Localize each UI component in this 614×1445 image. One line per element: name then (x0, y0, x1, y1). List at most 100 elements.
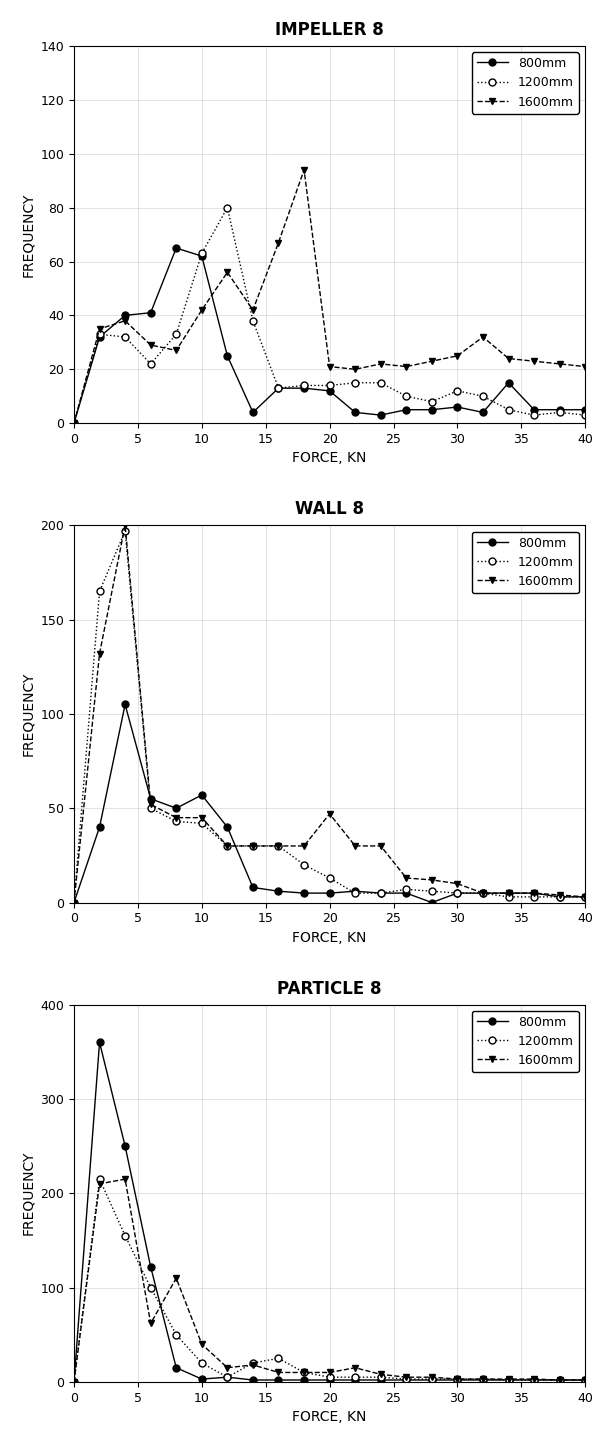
800mm (70, 894, 77, 912)
1200mm (403, 880, 410, 897)
X-axis label: FORCE, KN: FORCE, KN (292, 1410, 367, 1425)
1200mm (173, 325, 180, 342)
1200mm (326, 377, 333, 394)
1600mm (530, 353, 538, 370)
800mm (173, 799, 180, 816)
Line: 800mm: 800mm (71, 1039, 589, 1386)
1600mm (556, 886, 564, 903)
X-axis label: FORCE, KN: FORCE, KN (292, 451, 367, 465)
800mm (454, 399, 461, 416)
800mm (122, 696, 129, 714)
1600mm (70, 1373, 77, 1390)
1600mm (403, 870, 410, 887)
1600mm (147, 337, 154, 354)
1600mm (96, 644, 103, 662)
1200mm (70, 1373, 77, 1390)
1200mm (223, 837, 231, 854)
1200mm (96, 325, 103, 342)
1600mm (300, 837, 308, 854)
1600mm (249, 302, 257, 319)
1600mm (223, 837, 231, 854)
X-axis label: FORCE, KN: FORCE, KN (292, 931, 367, 945)
1200mm (147, 355, 154, 373)
1200mm (300, 855, 308, 873)
800mm (581, 889, 589, 906)
800mm (428, 402, 435, 419)
800mm (96, 818, 103, 835)
1200mm (122, 522, 129, 539)
1600mm (581, 1371, 589, 1389)
1200mm (326, 870, 333, 887)
1200mm (249, 312, 257, 329)
800mm (96, 328, 103, 345)
800mm (70, 415, 77, 432)
1200mm (581, 889, 589, 906)
1200mm (326, 1368, 333, 1386)
800mm (505, 884, 512, 902)
1200mm (249, 1354, 257, 1371)
1600mm (377, 1366, 384, 1383)
1200mm (223, 199, 231, 217)
800mm (377, 884, 384, 902)
1200mm (249, 837, 257, 854)
1600mm (377, 837, 384, 854)
1200mm (300, 377, 308, 394)
800mm (300, 380, 308, 397)
800mm (581, 402, 589, 419)
1600mm (223, 1360, 231, 1377)
800mm (530, 1371, 538, 1389)
1200mm (556, 889, 564, 906)
1200mm (556, 403, 564, 420)
800mm (249, 403, 257, 420)
800mm (505, 1371, 512, 1389)
800mm (122, 306, 129, 324)
1600mm (480, 1370, 487, 1387)
1200mm (96, 1170, 103, 1188)
1600mm (556, 355, 564, 373)
Title: WALL 8: WALL 8 (295, 500, 364, 519)
1600mm (428, 871, 435, 889)
800mm (403, 402, 410, 419)
1200mm (198, 244, 206, 262)
1600mm (351, 1360, 359, 1377)
800mm (428, 1371, 435, 1389)
800mm (505, 374, 512, 392)
1600mm (275, 1364, 282, 1381)
1600mm (198, 302, 206, 319)
Y-axis label: FREQUENCY: FREQUENCY (21, 672, 35, 756)
1600mm (428, 353, 435, 370)
Line: 1200mm: 1200mm (71, 204, 589, 426)
1600mm (377, 355, 384, 373)
1200mm (173, 1327, 180, 1344)
Legend: 800mm, 1200mm, 1600mm: 800mm, 1200mm, 1600mm (472, 532, 579, 592)
800mm (300, 884, 308, 902)
1200mm (198, 815, 206, 832)
800mm (223, 1368, 231, 1386)
1600mm (326, 358, 333, 376)
1600mm (122, 1170, 129, 1188)
1200mm (198, 1354, 206, 1371)
1200mm (428, 1370, 435, 1387)
800mm (173, 240, 180, 257)
800mm (147, 303, 154, 321)
1200mm (428, 393, 435, 410)
1600mm (147, 1315, 154, 1332)
800mm (326, 381, 333, 399)
800mm (556, 402, 564, 419)
800mm (198, 1370, 206, 1387)
Line: 800mm: 800mm (71, 701, 589, 906)
800mm (326, 884, 333, 902)
Legend: 800mm, 1200mm, 1600mm: 800mm, 1200mm, 1600mm (472, 1011, 579, 1072)
1200mm (556, 1371, 564, 1389)
1600mm (223, 263, 231, 280)
1600mm (70, 415, 77, 432)
1600mm (96, 321, 103, 338)
1200mm (275, 380, 282, 397)
1600mm (300, 1364, 308, 1381)
1200mm (351, 884, 359, 902)
800mm (326, 1371, 333, 1389)
1200mm (122, 328, 129, 345)
1600mm (351, 837, 359, 854)
1600mm (505, 350, 512, 367)
800mm (377, 1371, 384, 1389)
